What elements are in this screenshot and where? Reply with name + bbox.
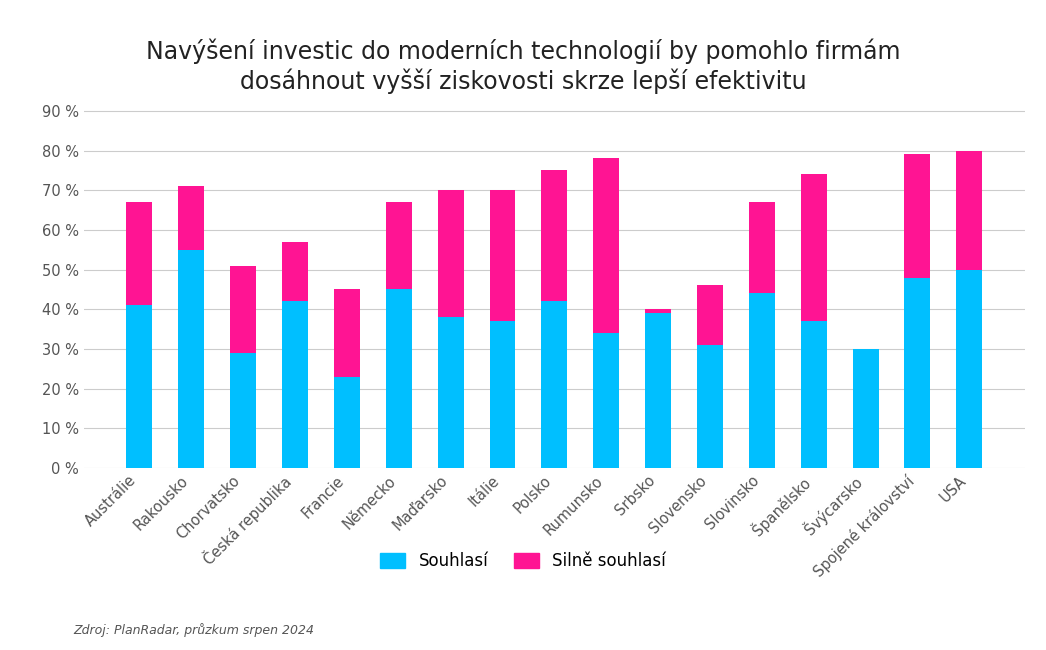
Bar [852,349,879,468]
Bar [905,278,931,468]
Bar [386,202,412,289]
Bar [645,309,672,313]
Bar [801,174,826,321]
Bar [956,151,982,270]
Bar [956,270,982,468]
Bar [127,306,153,468]
Bar [334,377,360,468]
Bar [127,202,153,306]
Bar [801,321,826,468]
Bar [437,317,463,468]
Bar [749,293,775,468]
Bar [437,190,463,317]
Bar [593,333,619,468]
Bar [282,302,308,468]
Bar [593,159,619,333]
Text: Zdroj: PlanRadar, průzkum srpen 2024: Zdroj: PlanRadar, průzkum srpen 2024 [73,623,314,637]
Bar [230,266,256,353]
Bar [645,313,672,468]
Legend: Souhlasí, Silně souhlasí: Souhlasí, Silně souhlasí [373,545,673,577]
Bar [386,289,412,468]
Bar [282,242,308,302]
Bar [905,155,931,278]
Bar [542,170,567,302]
Bar [490,321,516,468]
Bar [749,202,775,293]
Bar [334,289,360,377]
Bar [178,250,204,468]
Bar [490,190,516,321]
Bar [697,285,723,345]
Bar [178,187,204,250]
Bar [542,302,567,468]
Text: Navýšení investic do moderních technologií by pomohlo firmám
dosáhnout vyšší zis: Navýšení investic do moderních technolog… [145,39,901,94]
Bar [230,353,256,468]
Bar [697,345,723,468]
